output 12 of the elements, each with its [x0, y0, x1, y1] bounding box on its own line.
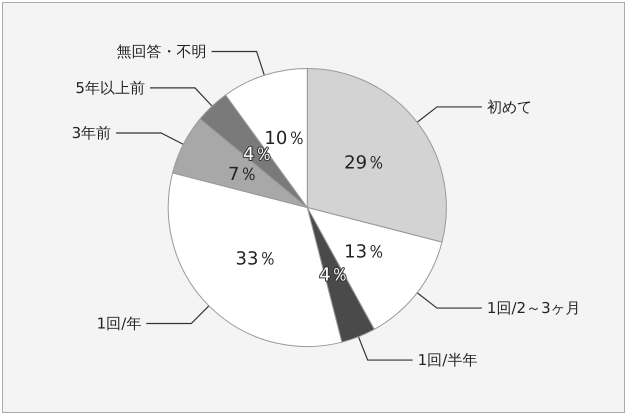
data-label: 29％: [344, 152, 386, 174]
data-label: 7％: [228, 164, 258, 186]
data-label: 33％: [236, 248, 276, 270]
data-label: 13％: [344, 241, 386, 262]
slice-label: 3年前: [72, 124, 112, 142]
data-label: 4％: [242, 144, 272, 166]
slice-label: 1回/2～3ヶ月: [486, 299, 581, 318]
slice-label: 初めて: [486, 98, 532, 116]
slice-label: 5年以上前: [75, 78, 145, 97]
slice-label: 1回/半年: [418, 351, 478, 370]
slice-label: 1回/年: [96, 314, 142, 333]
slice-label: 無回答・不明: [116, 42, 207, 60]
